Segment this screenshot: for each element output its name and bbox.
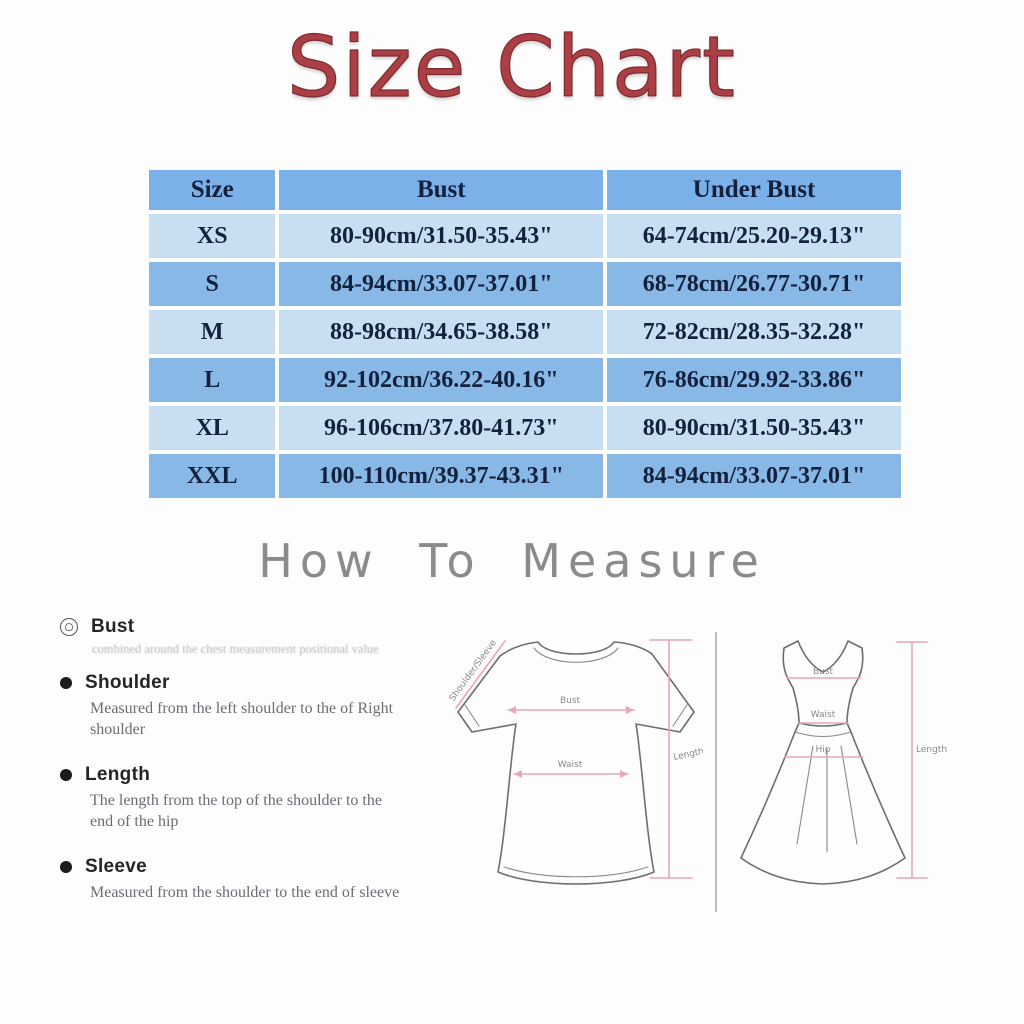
table-cell: 80-90cm/31.50-35.43": [607, 406, 901, 450]
measure-guide-list: Bust combined around the chest measureme…: [60, 616, 450, 918]
table-cell: 84-94cm/33.07-37.01": [279, 262, 604, 306]
guide-label: Length: [85, 764, 151, 785]
table-cell: L: [149, 358, 276, 402]
tshirt-bust-label: Bust: [560, 696, 581, 706]
tshirt-left-cuff-line: [464, 704, 480, 727]
list-item-sleeve: Sleeve Measured from the shoulder to the…: [60, 856, 450, 903]
table-cell: M: [149, 310, 276, 354]
table-cell: 80-90cm/31.50-35.43": [279, 214, 604, 258]
dress-waist-label: Waist: [811, 710, 836, 720]
diagram-divider: [715, 632, 717, 912]
col-header-bust: Bust: [279, 170, 604, 210]
dress-diagram: Bust Waist Hip Length: [735, 628, 950, 918]
length-measure-line: [649, 639, 693, 879]
dress-hip-label: Hip: [816, 745, 831, 755]
dress-waistband-line: [794, 731, 852, 738]
arrow-icon: [508, 706, 516, 714]
table-cell: 64-74cm/25.20-29.13": [607, 214, 901, 258]
table-cell: 88-98cm/34.65-38.58": [279, 310, 604, 354]
table-cell: S: [149, 262, 276, 306]
table-row-xs: XS 80-90cm/31.50-35.43" 64-74cm/25.20-29…: [149, 214, 901, 258]
tshirt-drawing: Shoulder/Sleeve Bust Waist Length: [448, 638, 703, 885]
table-cell: 92-102cm/36.22-40.16": [279, 358, 604, 402]
table-cell: 100-110cm/39.37-43.31": [279, 454, 604, 498]
shoulder-sleeve-label: Shoulder/Sleeve: [448, 638, 499, 704]
tshirt-diagram: Shoulder/Sleeve Bust Waist Length: [448, 626, 703, 911]
dress-bodice-outline: [782, 640, 864, 727]
dress-bust-label: Bust: [813, 667, 834, 677]
guide-description: combined around the chest measurement po…: [92, 642, 379, 656]
arrow-icon: [514, 770, 522, 778]
dress-length-label: Length: [916, 745, 947, 755]
dress-drawing: Bust Waist Hip Length: [740, 640, 947, 885]
page-title: Size Chart: [286, 17, 737, 116]
dress-skirt-outline: [740, 722, 906, 885]
table-row-m: M 88-98cm/34.65-38.58" 72-82cm/28.35-32.…: [149, 310, 901, 354]
table-cell: XXL: [149, 454, 276, 498]
size-table: Size Bust Under Bust XS 80-90cm/31.50-35…: [145, 166, 905, 502]
tshirt-length-label: Length: [673, 747, 703, 763]
guide-label: Shoulder: [85, 672, 170, 693]
tshirt-waist-label: Waist: [558, 760, 583, 770]
arrow-icon: [620, 770, 628, 778]
table-cell: XL: [149, 406, 276, 450]
arrow-icon: [626, 706, 634, 714]
guide-label: Bust: [91, 616, 135, 637]
guide-label: Sleeve: [85, 856, 148, 877]
table-cell: 96-106cm/37.80-41.73": [279, 406, 604, 450]
col-header-under-bust: Under Bust: [607, 170, 901, 210]
table-row-xl: XL 96-106cm/37.80-41.73" 80-90cm/31.50-3…: [149, 406, 901, 450]
table-row-s: S 84-94cm/33.07-37.01" 68-78cm/26.77-30.…: [149, 262, 901, 306]
table-row-xxl: XXL 100-110cm/39.37-43.31" 84-94cm/33.07…: [149, 454, 901, 498]
length-measure-line: [896, 641, 928, 879]
col-header-size: Size: [149, 170, 276, 210]
table-cell: 84-94cm/33.07-37.01": [607, 454, 901, 498]
list-item-bust: Bust combined around the chest measureme…: [60, 616, 450, 657]
dot-icon: [60, 677, 72, 689]
tshirt-hem-line: [503, 866, 649, 878]
dress-fold-lines: [796, 745, 858, 853]
tshirt-collar-line: [533, 647, 619, 663]
table-cell: 68-78cm/26.77-30.71": [607, 262, 901, 306]
tshirt-right-cuff-line: [672, 704, 688, 727]
shoulder-measure-line: [455, 640, 506, 709]
guide-description: Measured from the shoulder to the end of…: [90, 884, 400, 901]
table-header-row: Size Bust Under Bust: [149, 170, 901, 210]
table-cell: 72-82cm/28.35-32.28": [607, 310, 901, 354]
list-item-shoulder: Shoulder Measured from the left shoulder…: [60, 672, 450, 740]
dot-icon: [60, 769, 72, 781]
table-cell: 76-86cm/29.92-33.86": [607, 358, 901, 402]
circle-outline-icon: [60, 618, 78, 636]
how-to-measure-heading: How To Measure: [258, 534, 766, 588]
dot-icon: [60, 861, 72, 873]
table-row-l: L 92-102cm/36.22-40.16" 76-86cm/29.92-33…: [149, 358, 901, 402]
guide-description: Measured from the left shoulder to the o…: [90, 700, 394, 738]
table-cell: XS: [149, 214, 276, 258]
guide-description: The length from the top of the shoulder …: [90, 792, 382, 830]
tshirt-outline: [457, 641, 695, 885]
list-item-length: Length The length from the top of the sh…: [60, 764, 450, 832]
